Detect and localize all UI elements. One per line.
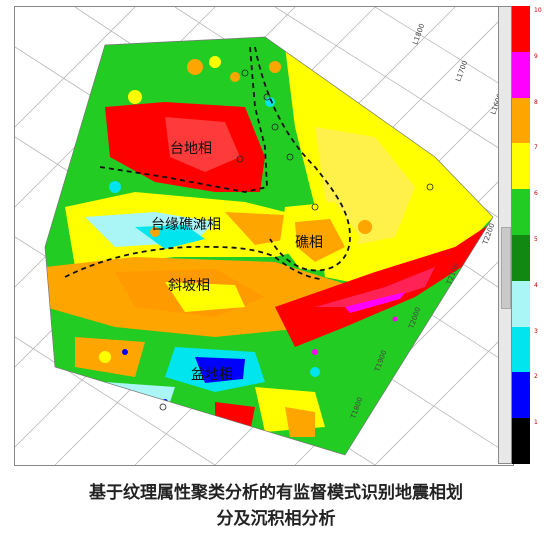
legend-swatch bbox=[512, 372, 530, 419]
facies-raster bbox=[45, 37, 493, 455]
legend-tick-label: 1 bbox=[534, 419, 538, 427]
legend-swatch bbox=[512, 51, 530, 98]
legend-swatch bbox=[512, 235, 530, 281]
legend-tick-label: 3 bbox=[534, 327, 538, 335]
legend-swatch bbox=[512, 418, 530, 464]
grid-label-l1800: L1800 bbox=[411, 23, 426, 46]
scrollbar-thumb[interactable] bbox=[501, 227, 511, 309]
seismic-facies-map: L1800 L1700 L1600 T2200 T2100 T2000 T190… bbox=[15, 7, 513, 465]
figure-caption: 基于纹理属性聚类分析的有监督模式识别地震相划 分及沉积相分析 bbox=[0, 480, 552, 532]
label-platform: 台地相 bbox=[170, 141, 212, 157]
label-reef: 礁相 bbox=[295, 235, 323, 251]
map-viewer[interactable]: L1800 L1700 L1600 T2200 T2100 T2000 T190… bbox=[14, 6, 514, 466]
facies-boundaries bbox=[64, 46, 351, 280]
legend-swatch bbox=[512, 143, 530, 190]
caption-line-1: 基于纹理属性聚类分析的有监督模式识别地震相划 bbox=[89, 483, 463, 503]
vertical-scrollbar[interactable] bbox=[498, 6, 512, 464]
legend-tick-label: 4 bbox=[534, 281, 538, 289]
legend-swatch bbox=[512, 6, 530, 52]
legend-tick-label: 10 bbox=[534, 7, 542, 14]
facies-labels: 台地相 台缘礁滩相 礁相 斜坡相 盆地相 bbox=[151, 141, 323, 383]
legend-swatch bbox=[512, 189, 530, 235]
well-markers bbox=[159, 69, 434, 411]
label-platform-margin: 台缘礁滩相 bbox=[151, 217, 221, 233]
color-legend: 10 9 8 7 6 5 4 3 2 1 bbox=[512, 6, 545, 464]
legend-swatch bbox=[512, 280, 530, 327]
legend-swatch bbox=[512, 326, 530, 373]
legend-swatch bbox=[512, 97, 530, 144]
label-slope: 斜坡相 bbox=[168, 278, 210, 294]
caption-line-2: 分及沉积相分析 bbox=[216, 509, 336, 529]
label-basin: 盆地相 bbox=[191, 367, 233, 383]
legend-tick-label: 9 bbox=[534, 52, 538, 60]
legend-tick-label: 8 bbox=[534, 98, 538, 106]
legend-tick-label: 6 bbox=[534, 190, 538, 198]
legend-tick-label: 2 bbox=[534, 373, 538, 381]
legend-tick-label: 5 bbox=[534, 236, 538, 243]
legend-tick-label: 7 bbox=[534, 144, 538, 152]
